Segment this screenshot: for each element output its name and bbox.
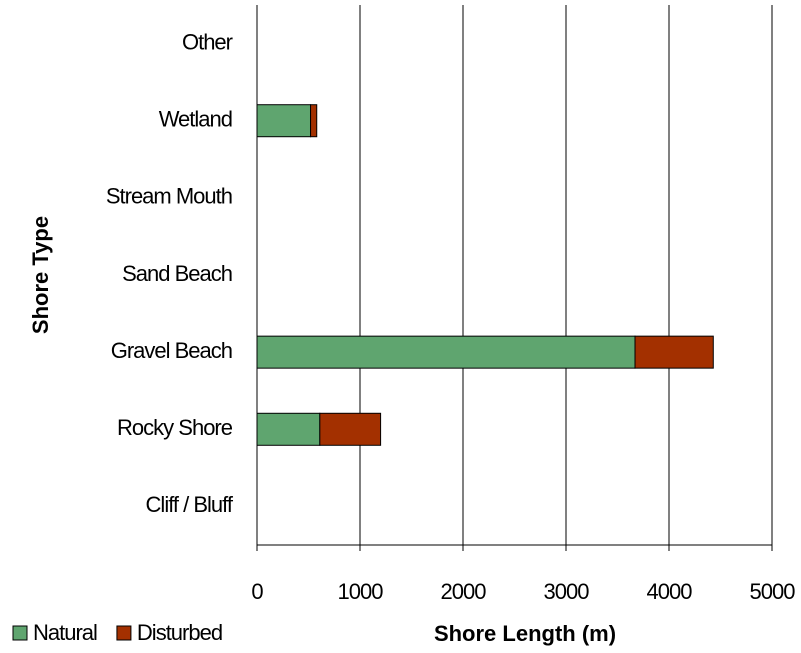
- bar: [256, 104, 312, 138]
- bar: [634, 335, 714, 369]
- x-tick-label: 0: [251, 579, 263, 604]
- legend-swatch: [116, 625, 132, 641]
- y-tick-label: Cliff / Bluff: [146, 492, 234, 517]
- x-tick-label: 5000: [750, 579, 796, 604]
- x-tick-label: 4000: [647, 579, 693, 604]
- bar: [256, 335, 636, 369]
- x-axis-label: Shore Length (m): [434, 621, 616, 646]
- x-tick-label: 2000: [441, 579, 487, 604]
- bar: [256, 412, 321, 446]
- bar: [319, 412, 382, 446]
- legend-swatch: [12, 625, 28, 641]
- bar: [310, 104, 318, 138]
- x-tick-label: 1000: [338, 579, 384, 604]
- legend-label: Disturbed: [137, 620, 222, 645]
- y-tick-label: Other: [182, 29, 233, 54]
- y-tick-label: Stream Mouth: [106, 184, 232, 209]
- x-tick-label: 3000: [544, 579, 590, 604]
- y-tick-label: Wetland: [159, 107, 232, 132]
- y-tick-label: Rocky Shore: [117, 415, 233, 440]
- legend-label: Natural: [33, 620, 97, 645]
- y-tick-label: Sand Beach: [122, 261, 232, 286]
- y-tick-label: Gravel Beach: [111, 338, 232, 363]
- y-axis-label: Shore Type: [28, 216, 53, 334]
